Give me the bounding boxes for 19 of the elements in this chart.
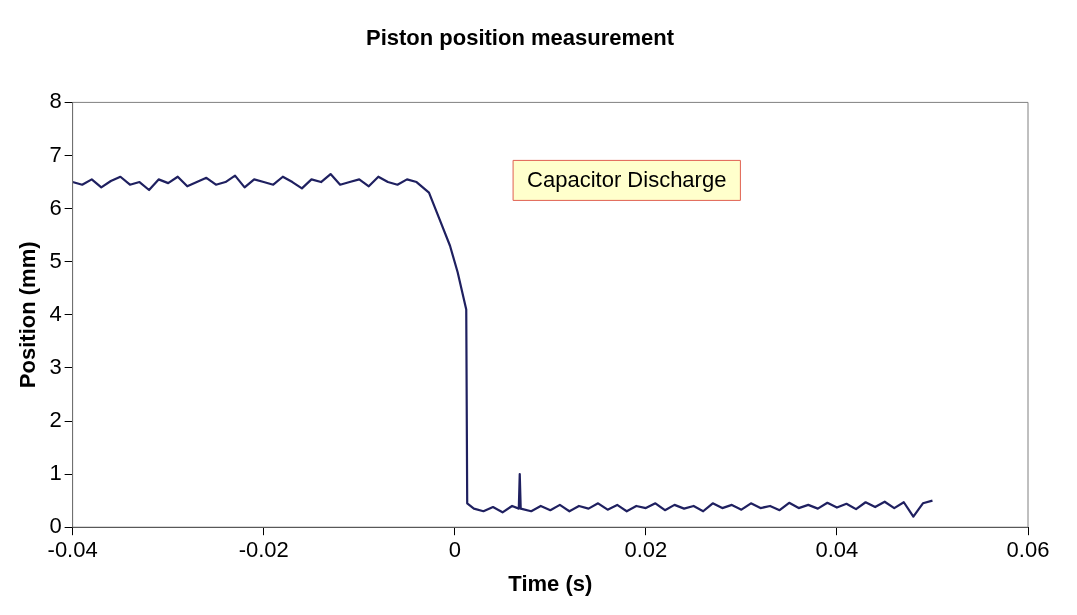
y-tick-label: 3 xyxy=(49,353,62,379)
x-axis-title: Time (s) xyxy=(508,570,593,596)
y-tick-label: 4 xyxy=(49,300,62,326)
y-tick-label: 1 xyxy=(49,460,62,486)
x-tick-label: 0.04 xyxy=(815,537,859,563)
x-tick-label: -0.04 xyxy=(47,537,98,563)
x-tick-label: 0 xyxy=(448,537,461,563)
y-tick-label: 5 xyxy=(49,247,62,273)
y-tick-label: 7 xyxy=(49,141,62,167)
x-tick-label: -0.02 xyxy=(238,537,289,563)
y-tick-label: 2 xyxy=(49,407,62,433)
y-tick-label: 8 xyxy=(49,88,62,114)
x-tick-label: 0.06 xyxy=(1006,537,1050,563)
x-tick-label: 0.02 xyxy=(624,537,668,563)
chart-title: Piston position measurement xyxy=(365,25,675,51)
y-tick-label: 0 xyxy=(49,513,62,539)
y-tick-label: 6 xyxy=(49,194,62,220)
y-axis-title: Position (mm) xyxy=(15,241,41,389)
annotation: Capacitor Discharge xyxy=(527,167,727,193)
